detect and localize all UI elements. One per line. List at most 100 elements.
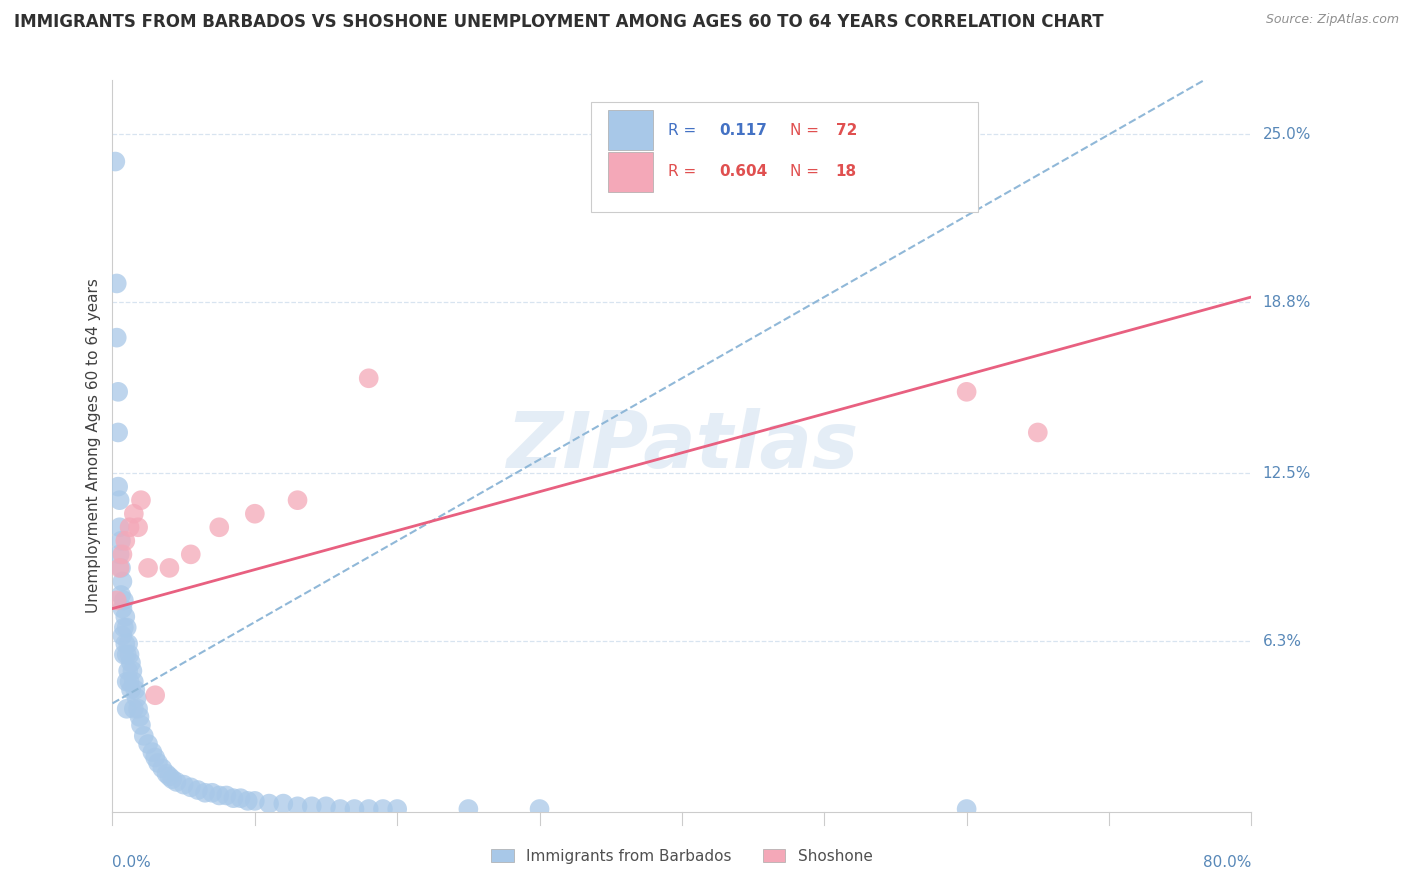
Point <box>159 770 180 784</box>
Point <box>243 794 266 808</box>
Point <box>111 629 134 643</box>
FancyBboxPatch shape <box>591 103 979 212</box>
Point <box>208 789 231 803</box>
FancyBboxPatch shape <box>607 152 654 192</box>
Point <box>108 547 131 561</box>
Point <box>329 802 352 816</box>
Point <box>115 674 138 689</box>
Text: 72: 72 <box>835 122 858 137</box>
Point <box>194 786 217 800</box>
Point <box>128 710 150 724</box>
Point <box>118 648 141 662</box>
Point <box>301 799 323 814</box>
Point <box>385 802 409 816</box>
Text: 12.5%: 12.5% <box>1263 466 1312 481</box>
Text: ZIPatlas: ZIPatlas <box>506 408 858 484</box>
Point <box>357 802 380 816</box>
Point <box>257 797 280 811</box>
Text: N =: N = <box>790 122 824 137</box>
Point <box>127 702 149 716</box>
Point <box>117 664 139 678</box>
Text: IMMIGRANTS FROM BARBADOS VS SHOSHONE UNEMPLOYMENT AMONG AGES 60 TO 64 YEARS CORR: IMMIGRANTS FROM BARBADOS VS SHOSHONE UNE… <box>14 13 1104 31</box>
Point <box>1026 425 1049 440</box>
Point <box>180 547 202 561</box>
Text: 0.0%: 0.0% <box>112 855 152 870</box>
Point <box>105 331 128 345</box>
Text: 6.3%: 6.3% <box>1263 633 1302 648</box>
Text: 25.0%: 25.0% <box>1263 127 1312 142</box>
Point <box>208 520 231 534</box>
Point <box>115 620 138 634</box>
Point <box>111 547 134 561</box>
Point <box>105 277 128 291</box>
Point <box>271 797 295 811</box>
Text: 0.117: 0.117 <box>720 122 768 137</box>
Point <box>117 637 139 651</box>
Point <box>122 674 145 689</box>
Text: N =: N = <box>790 164 824 179</box>
Point <box>287 799 309 814</box>
Text: 18.8%: 18.8% <box>1263 295 1312 310</box>
Point <box>150 761 173 775</box>
Point <box>111 601 134 615</box>
Point <box>141 745 163 759</box>
Point <box>159 561 180 575</box>
Point <box>162 772 184 787</box>
Point <box>343 802 366 816</box>
Text: Source: ZipAtlas.com: Source: ZipAtlas.com <box>1265 13 1399 27</box>
Point <box>215 789 238 803</box>
Point <box>122 702 145 716</box>
Text: R =: R = <box>668 122 702 137</box>
Text: 18: 18 <box>835 164 856 179</box>
Point <box>956 802 979 816</box>
Point <box>136 561 159 575</box>
Text: 80.0%: 80.0% <box>1204 855 1251 870</box>
Point <box>107 480 129 494</box>
Point <box>956 384 979 399</box>
Point <box>107 384 129 399</box>
Point <box>110 588 132 602</box>
Point <box>136 737 159 751</box>
Point <box>529 802 551 816</box>
Point <box>120 682 142 697</box>
Point <box>143 750 166 764</box>
Point <box>315 799 337 814</box>
Point <box>287 493 309 508</box>
Point <box>108 493 131 508</box>
Point <box>173 778 195 792</box>
Point <box>118 674 141 689</box>
Point <box>180 780 202 795</box>
Point <box>229 791 252 805</box>
Legend: Immigrants from Barbados, Shoshone: Immigrants from Barbados, Shoshone <box>485 843 879 870</box>
Text: 0.604: 0.604 <box>720 164 768 179</box>
Point <box>146 756 169 770</box>
Point <box>201 786 224 800</box>
Point <box>110 533 132 548</box>
Point <box>357 371 380 385</box>
FancyBboxPatch shape <box>607 110 654 150</box>
Point <box>114 609 136 624</box>
Point <box>108 561 131 575</box>
Point <box>125 690 148 705</box>
Point <box>457 802 479 816</box>
Point <box>120 656 142 670</box>
Point <box>107 425 129 440</box>
Text: R =: R = <box>668 164 702 179</box>
Point <box>124 682 146 697</box>
Point <box>104 154 127 169</box>
Point <box>222 791 245 805</box>
Point <box>143 688 166 702</box>
Point <box>115 702 138 716</box>
Point <box>166 775 188 789</box>
Point <box>371 802 394 816</box>
Point <box>187 783 209 797</box>
Point <box>112 620 135 634</box>
Point <box>129 718 152 732</box>
Point <box>112 648 135 662</box>
Point <box>121 664 143 678</box>
Point <box>132 729 155 743</box>
Point <box>108 520 131 534</box>
Point <box>111 574 134 589</box>
Point <box>129 493 152 508</box>
Point <box>243 507 266 521</box>
